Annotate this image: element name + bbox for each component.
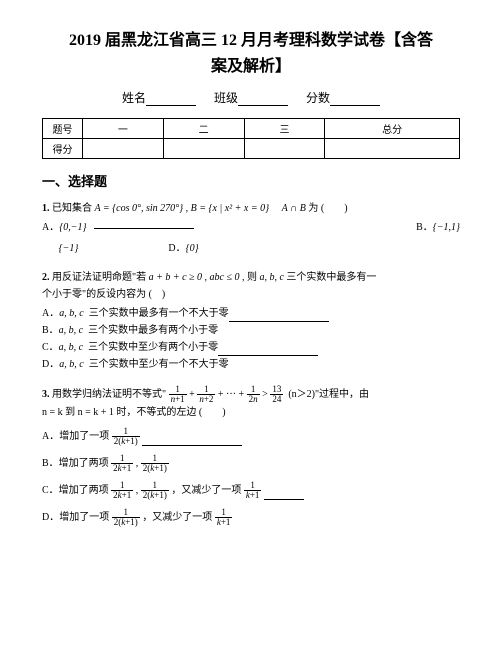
q1-optD: D．{0}	[168, 240, 198, 257]
blank	[94, 219, 194, 229]
q1-optA: A．{0,−1}	[42, 219, 86, 236]
title-line2: 案及解析】	[42, 54, 460, 80]
q2-text4: 个小于零"的反设内容为 ( )	[42, 289, 165, 300]
td-blank	[163, 139, 244, 159]
q1-optB: B．{−1,1}	[416, 219, 460, 236]
q3-optB: B．增加了两项 12k+1 , 12(k+1)	[42, 454, 460, 473]
th-2: 二	[163, 119, 244, 139]
q3-optA: A．增加了一项 12(k+1)	[42, 427, 460, 446]
score-table: 题号 一 二 三 总分 得分	[42, 118, 460, 159]
q1-optC: C．{−1}	[42, 240, 78, 257]
q2-text1: 用反证法证明命题"若	[52, 272, 146, 283]
q1-mathA: A = {cos 0°, sin 270°} ,	[95, 203, 189, 214]
th-num: 题号	[43, 119, 83, 139]
question-3: 3. 用数学归纳法证明不等式" 1n+1 + 1n+2 + ··· + 12n …	[42, 385, 460, 527]
info-line: 姓名 班级 分数	[42, 89, 460, 106]
q1-text3: 为 ( )	[308, 203, 347, 214]
q1-text2: A ∩ B	[282, 203, 306, 214]
q2-optA: A．a, b, c 三个实数中最多有一个不大于零	[42, 305, 460, 322]
th-1: 一	[83, 119, 164, 139]
q3-optC: C．增加了两项 12k+1 , 12(k+1) ，又减少了一项 1k+1	[42, 481, 460, 500]
section-heading: 一、选择题	[42, 171, 460, 190]
td-blank	[83, 139, 164, 159]
name-blank	[146, 92, 196, 106]
q2-text2: 则	[247, 272, 257, 283]
name-label: 姓名	[122, 91, 146, 105]
score-label: 分数	[306, 91, 330, 105]
title-line1: 2019 届黑龙江省高三 12 月月考理科数学试卷【含答	[42, 28, 460, 54]
q2-num: 2.	[42, 272, 50, 283]
q3-text3: n = k 到 n = k + 1 时，不等式的左边 ( )	[42, 407, 226, 418]
question-2: 2. 用反证法证明命题"若 a + b + c ≥ 0 , abc ≤ 0 , …	[42, 269, 460, 373]
q1-num: 1.	[42, 203, 50, 214]
q3-text1: 用数学归纳法证明不等式"	[52, 389, 166, 400]
q2-optD: D．a, b, c 三个实数中至少有一个不大于零	[42, 356, 460, 373]
q2-math2: a, b, c	[259, 272, 283, 283]
q2-math1: a + b + c ≥ 0 , abc ≤ 0 ,	[149, 272, 245, 283]
class-blank	[238, 92, 288, 106]
q1-text1: 已知集合	[52, 203, 92, 214]
th-3: 三	[244, 119, 325, 139]
class-label: 班级	[214, 91, 238, 105]
q2-optC: C．a, b, c 三个实数中至少有两个小于零	[42, 339, 460, 356]
td-blank	[325, 139, 460, 159]
td-score-label: 得分	[43, 139, 83, 159]
score-blank	[330, 92, 380, 106]
q1-mathB: B = {x | x² + x = 0}	[191, 203, 269, 214]
th-total: 总分	[325, 119, 460, 139]
question-1: 1. 已知集合 A = {cos 0°, sin 270°} , B = {x …	[42, 200, 460, 257]
q3-optD: D．增加了一项 12(k+1) ，又减少了一项 1k+1	[42, 508, 460, 527]
q3-text2: (n＞2)"过程中，由	[288, 389, 369, 400]
td-blank	[244, 139, 325, 159]
q2-text3: 三个实数中最多有一	[286, 272, 376, 283]
q2-optB: B．a, b, c 三个实数中最多有两个小于零	[42, 322, 460, 339]
q3-num: 3.	[42, 389, 50, 400]
